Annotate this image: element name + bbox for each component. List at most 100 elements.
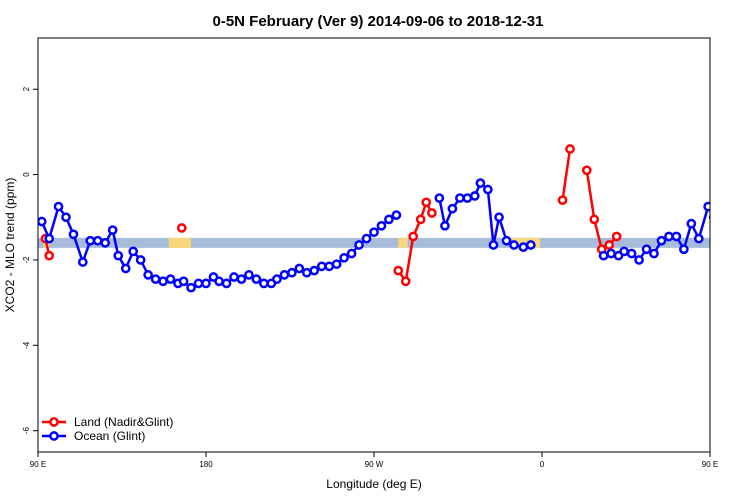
ocean-data-point <box>143 270 153 280</box>
ocean-data-point <box>53 201 64 212</box>
ocean-data-point <box>509 240 519 250</box>
ocean-legend-marker <box>49 431 59 441</box>
ocean-data-point <box>434 193 445 203</box>
ocean-series-line <box>255 214 398 285</box>
ocean-data-point <box>679 244 689 255</box>
ocean-data-point <box>346 248 357 259</box>
ocean-data-point <box>686 218 697 229</box>
ocean-data-point <box>68 229 79 240</box>
y-tick-label: -4 <box>22 341 31 349</box>
ocean-data-point <box>92 235 103 246</box>
land-data-point <box>581 165 592 176</box>
land-series-line <box>561 148 572 201</box>
ocean-data-point <box>44 233 55 244</box>
ocean-data-point <box>150 274 161 284</box>
ocean-data-point <box>656 235 667 246</box>
ocean-data-point <box>272 274 282 284</box>
ocean-data-point <box>598 250 609 261</box>
y-tick-label: -2 <box>22 256 31 264</box>
ocean-data-point <box>309 265 320 276</box>
land-data-point <box>176 223 187 233</box>
ocean-data-point <box>214 276 224 287</box>
land-data-point <box>611 231 622 242</box>
ocean-data-point <box>339 252 349 263</box>
ocean-data-point <box>384 214 394 225</box>
ocean-data-point <box>718 229 725 236</box>
land-legend-marker <box>49 417 59 427</box>
ocean-data-point <box>475 178 486 188</box>
ocean-data-point <box>455 193 465 203</box>
ocean-data-point <box>354 240 364 250</box>
ocean-data-point <box>641 244 652 255</box>
land-data-point <box>589 214 600 225</box>
ocean-data-point <box>294 263 305 274</box>
ocean-data-point <box>740 237 747 244</box>
ocean-data-point <box>128 246 139 257</box>
ocean-data-point <box>469 191 480 201</box>
ocean-data-point <box>518 242 529 252</box>
ocean-data-point <box>100 238 111 248</box>
ocean-data-point <box>201 278 211 289</box>
ocean-data-point <box>361 233 372 244</box>
ocean-data-point <box>186 282 196 293</box>
x-tick-label: 180 <box>199 460 213 469</box>
land-data-point <box>565 144 575 154</box>
ocean-data-point <box>107 225 118 235</box>
ocean-data-point <box>494 212 504 223</box>
y-axis-label: XCO2 - MLO trend (ppm) <box>3 178 17 313</box>
ocean-data-point <box>251 274 262 284</box>
ocean-data-point <box>634 255 644 265</box>
y-tick-label: -6 <box>22 427 31 435</box>
ocean-data-point <box>331 259 342 270</box>
land-legend-label: Land (Nadir&Glint) <box>74 415 173 429</box>
x-tick-label: 90 E <box>702 460 718 469</box>
ocean-data-point <box>626 248 637 259</box>
ocean-data-point <box>229 272 239 282</box>
ocean-data-point <box>279 270 290 280</box>
x-tick-label: 90 W <box>365 460 384 469</box>
ocean-data-point <box>606 248 616 259</box>
ocean-data-point <box>120 263 131 274</box>
ocean-data-point <box>376 220 387 231</box>
ocean-data-point <box>259 278 269 289</box>
ocean-data-point <box>488 240 499 250</box>
y-axis: -6 -4 -2 0 2 <box>22 86 38 434</box>
ocean-data-point <box>221 278 232 289</box>
y-tick-label: 0 <box>22 172 31 177</box>
ocean-data-point <box>501 235 512 246</box>
ocean-data-point <box>287 267 297 278</box>
land-data-point <box>393 265 404 276</box>
land-data-point <box>421 197 432 208</box>
ocean-data-point <box>693 233 704 244</box>
ocean-data-point <box>440 220 450 231</box>
ocean-data-point <box>447 203 458 214</box>
ocean-data-point <box>671 231 682 242</box>
ocean-data-point <box>61 212 71 223</box>
x-axis-label: Longitude (deg E) <box>326 477 421 491</box>
legend: Land (Nadir&Glint)Ocean (Glint) <box>42 415 173 443</box>
land-data-point <box>427 208 437 218</box>
y-tick-label: 2 <box>22 86 31 91</box>
land-data-point <box>557 195 568 206</box>
ocean-data-point <box>301 267 312 278</box>
ocean-data-point <box>178 276 189 287</box>
ocean-data-point <box>391 210 402 220</box>
land-data-point <box>604 240 615 250</box>
ocean-data-point <box>77 257 88 267</box>
ocean-data-point <box>483 184 493 195</box>
land-data-point <box>408 231 419 242</box>
ocean-data-point <box>619 246 629 257</box>
ocean-data-point <box>725 258 732 265</box>
ocean-data-point <box>158 276 168 287</box>
ocean-data-point <box>369 227 379 238</box>
ocean-data-point <box>525 240 536 250</box>
ocean-data-point <box>236 274 247 284</box>
land-data-point <box>415 214 426 225</box>
ocean-data-point <box>165 274 176 284</box>
land-data-point <box>44 250 55 261</box>
ocean-data-point <box>38 216 47 227</box>
ocean-data-point <box>664 231 674 242</box>
ocean-data-point <box>316 261 327 272</box>
ocean-data-point <box>85 235 96 246</box>
